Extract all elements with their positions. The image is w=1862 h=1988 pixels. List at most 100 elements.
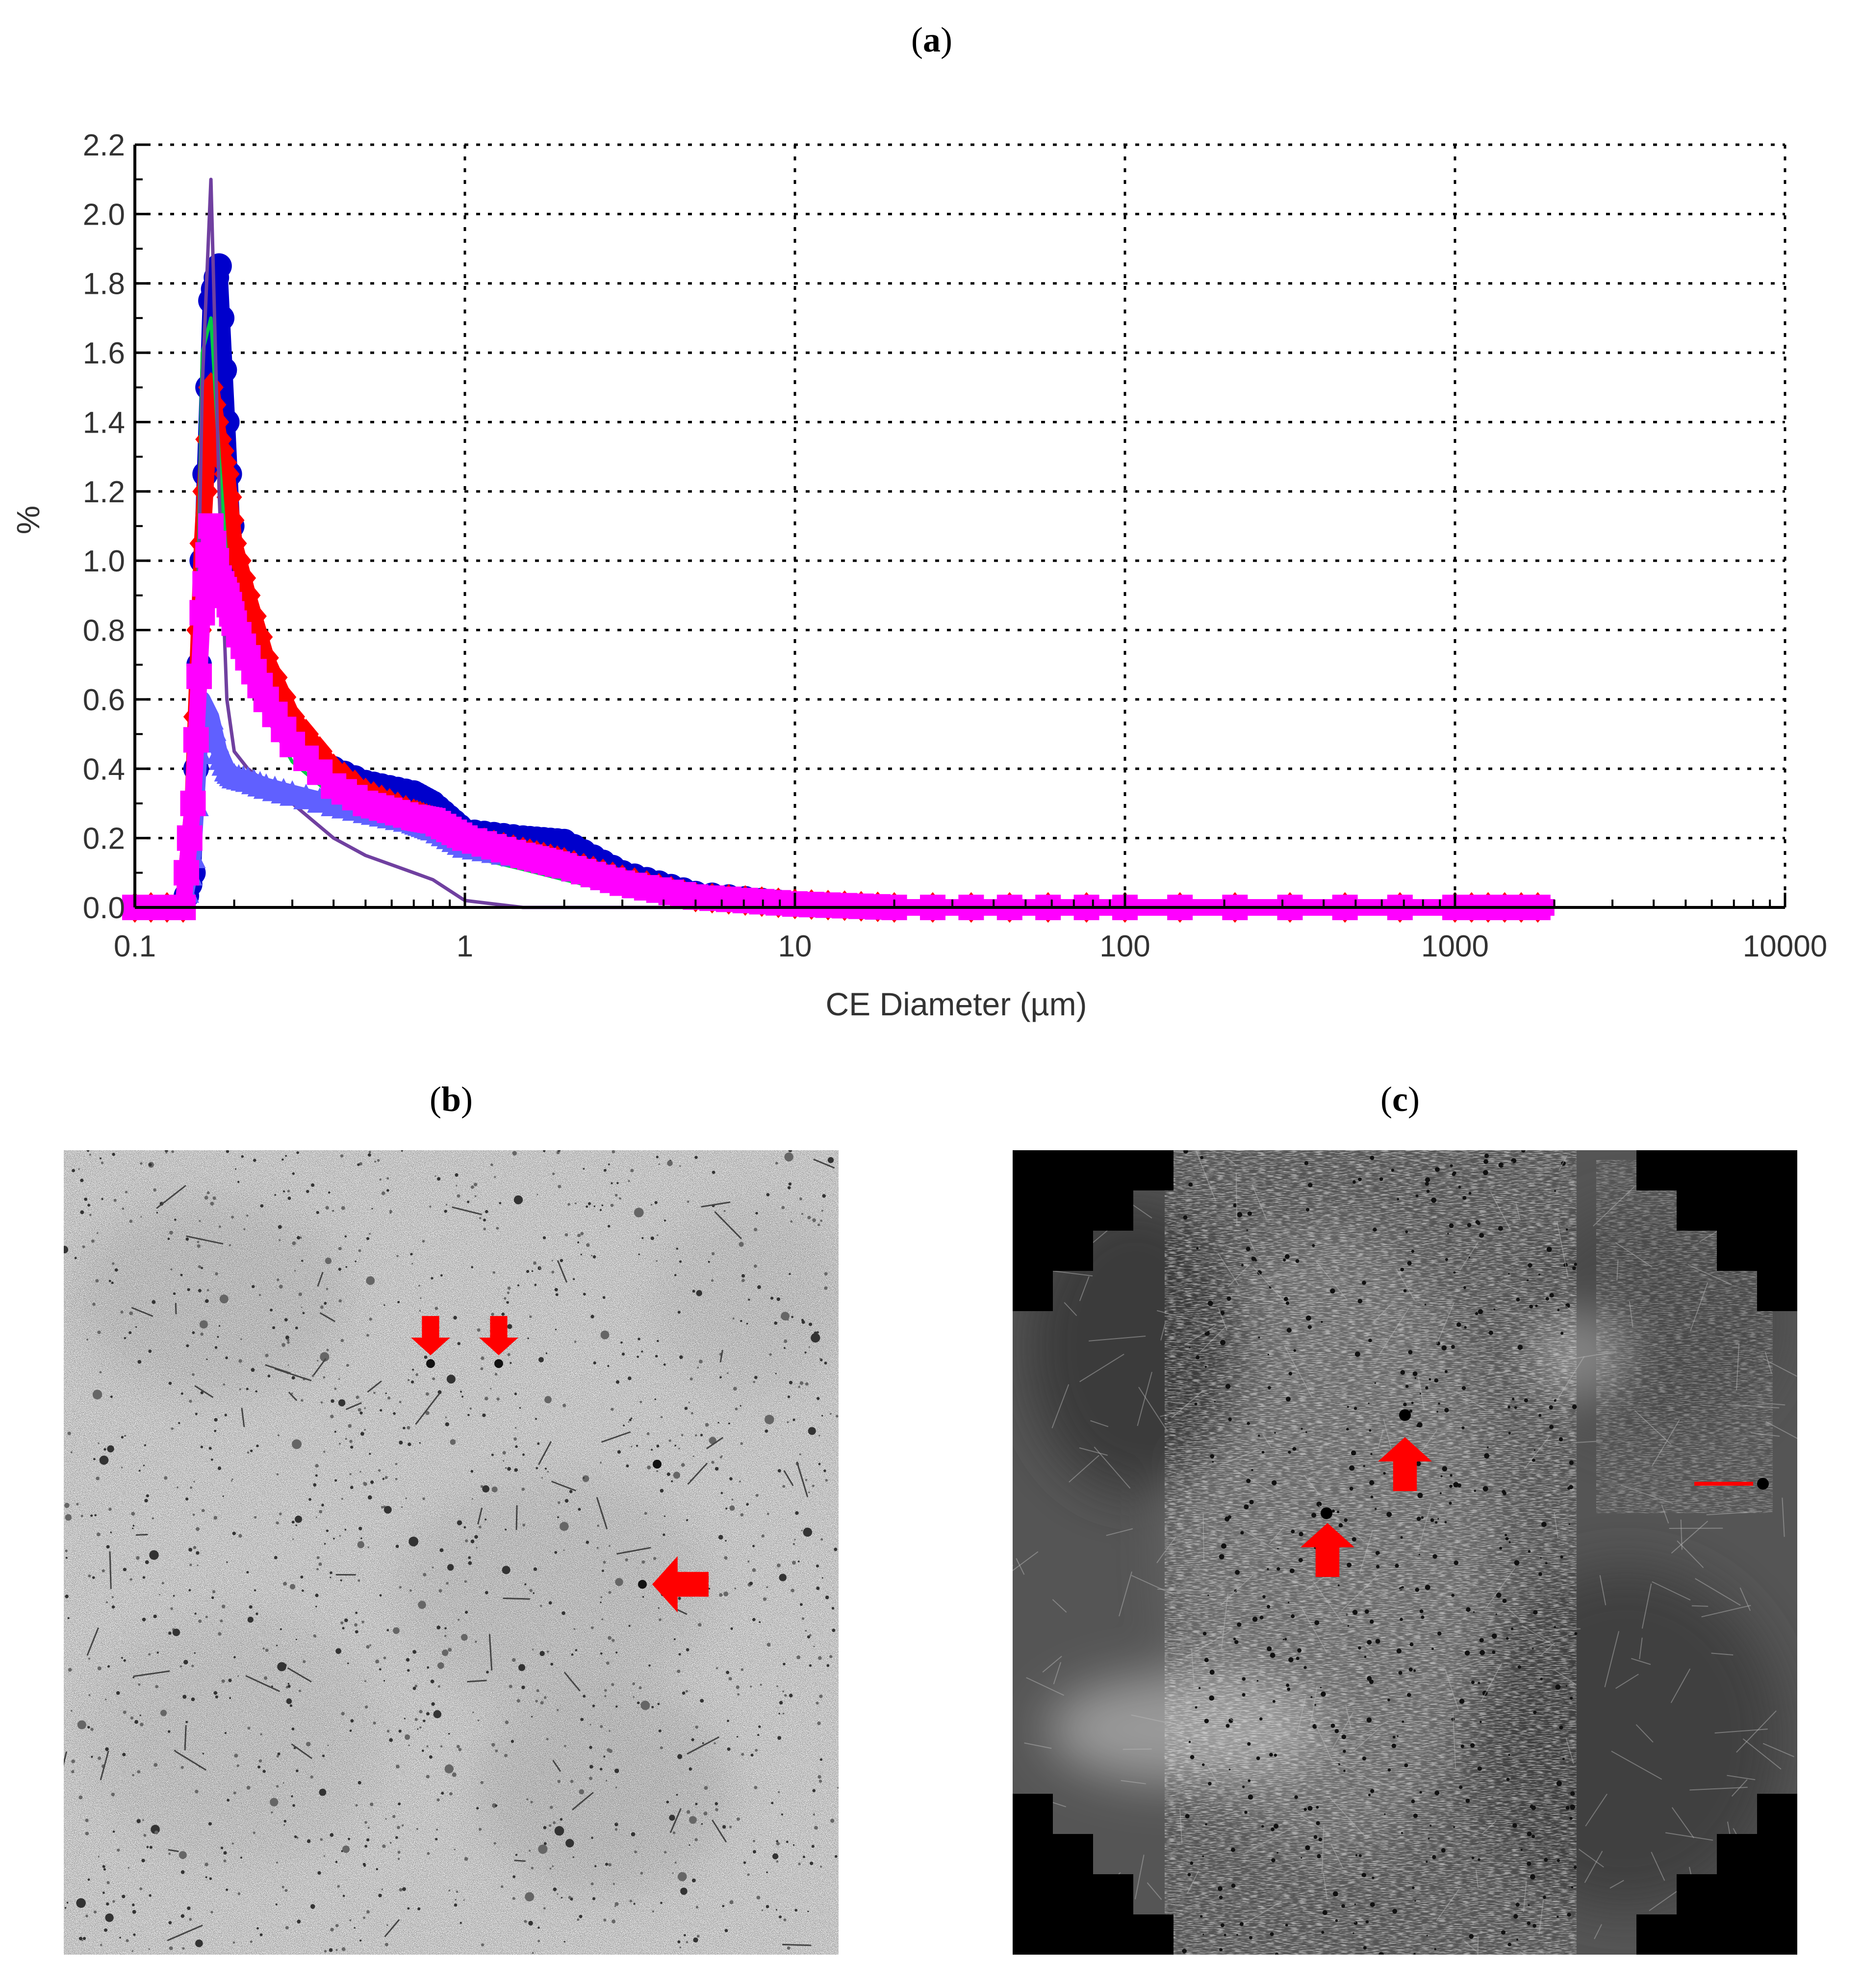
x-tick-label: 10 (778, 929, 812, 963)
particle (182, 1947, 185, 1950)
particle (1259, 1717, 1263, 1721)
particle (1445, 1258, 1448, 1261)
particle (423, 1719, 426, 1723)
particle (259, 1933, 263, 1936)
particle (703, 1811, 708, 1816)
particle (89, 1154, 92, 1156)
particle (1442, 1466, 1448, 1472)
particle (477, 1719, 480, 1722)
particle (734, 1587, 737, 1590)
particle (199, 1220, 201, 1222)
particle (591, 1836, 593, 1839)
fiber (1609, 1880, 1624, 1889)
particle (1316, 1821, 1320, 1826)
particle (1363, 1465, 1365, 1468)
particle (1189, 1346, 1191, 1349)
particle (306, 1189, 309, 1193)
particle (1308, 1183, 1313, 1188)
particle (822, 1194, 826, 1198)
fiber (184, 1725, 187, 1751)
particle (142, 1819, 144, 1821)
particle (672, 1872, 674, 1874)
particle (1337, 1584, 1340, 1586)
fiber (1279, 1523, 1317, 1532)
particle (337, 1885, 340, 1888)
particle (1368, 1339, 1372, 1343)
fiber (1429, 1861, 1448, 1866)
fiber (1245, 1826, 1296, 1854)
particle (395, 1764, 400, 1769)
particle (1338, 1763, 1341, 1765)
particle (615, 1705, 618, 1708)
particle (369, 1233, 371, 1235)
particle (310, 1904, 315, 1909)
particle (791, 1316, 793, 1318)
particle (739, 1241, 744, 1247)
fiber (1720, 1162, 1755, 1199)
particle (1225, 1384, 1231, 1389)
particle (700, 1434, 703, 1437)
particle (1303, 1807, 1307, 1811)
particle (1507, 1405, 1511, 1409)
fiber (1483, 1310, 1537, 1316)
particle (473, 1183, 478, 1187)
particle (549, 1867, 552, 1870)
particle (420, 1297, 422, 1299)
particle (415, 1373, 418, 1376)
particle (76, 1898, 86, 1908)
particle (359, 1162, 362, 1166)
particle (1288, 1657, 1294, 1663)
particle (608, 1636, 612, 1640)
fiber (1319, 1440, 1338, 1447)
particle (480, 1367, 484, 1370)
particle (655, 1355, 658, 1358)
particle (1450, 1474, 1453, 1477)
particle (620, 1341, 623, 1344)
fiber (452, 1206, 482, 1215)
particle (280, 1628, 282, 1630)
particle (696, 1290, 702, 1296)
particle (1387, 1768, 1391, 1772)
particle (327, 1744, 329, 1746)
particle (1413, 1953, 1416, 1955)
particle (308, 1497, 312, 1501)
particle (247, 1617, 254, 1623)
particle (140, 1216, 142, 1218)
particle (159, 1594, 161, 1596)
particle (1287, 1687, 1291, 1691)
particle (1567, 1487, 1571, 1490)
fiber (1736, 1710, 1777, 1753)
particle (275, 1903, 278, 1906)
particle (354, 1927, 356, 1929)
particle (90, 1514, 93, 1517)
particle (1321, 1691, 1326, 1697)
fiber (601, 1431, 631, 1443)
particle (631, 1832, 636, 1836)
y-tick-label: 1.6 (83, 336, 125, 370)
particle (338, 1299, 342, 1303)
particle (412, 1650, 416, 1654)
particle (554, 1288, 558, 1291)
particle (628, 1421, 630, 1423)
particle (628, 1625, 631, 1627)
particle (128, 1867, 129, 1869)
particle (187, 1288, 190, 1291)
particle (805, 1629, 807, 1632)
particle (561, 1897, 563, 1899)
particle (383, 1506, 392, 1514)
particle (392, 1815, 396, 1818)
particle (579, 1789, 585, 1795)
particle (1478, 1681, 1480, 1684)
particle (382, 1477, 384, 1480)
particle (417, 1728, 419, 1730)
particle (1425, 1182, 1429, 1186)
particle (474, 1535, 478, 1539)
fiber (1560, 1301, 1575, 1314)
particle (412, 1686, 416, 1690)
particle (458, 1748, 462, 1752)
particle (779, 1574, 787, 1581)
particle (237, 1892, 241, 1895)
particle (673, 1472, 681, 1479)
particle (573, 1278, 575, 1280)
particle (791, 1561, 796, 1565)
